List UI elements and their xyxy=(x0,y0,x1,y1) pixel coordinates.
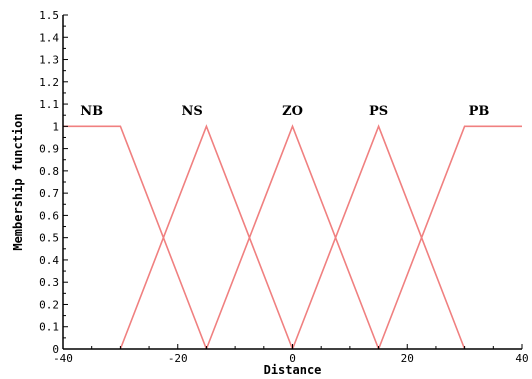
y-tick-label: 1.2 xyxy=(39,76,59,89)
y-tick-label: 0.4 xyxy=(39,254,59,267)
x-tick-label: 0 xyxy=(289,352,296,365)
series-line-ns xyxy=(119,124,294,350)
set-label-zo: ZO xyxy=(282,104,303,119)
x-tick-label: 40 xyxy=(515,352,528,365)
axes xyxy=(62,15,522,350)
ticks: -40 -20 0 20 40 0 0.1 0.2 0.3 0.4 0.5 0.6 0.7 0.8 0.9 1… xyxy=(39,9,529,365)
y-tick-label: 0.6 xyxy=(39,209,59,222)
y-tick-label: 0.5 xyxy=(39,232,59,245)
series-line-pb xyxy=(377,125,522,350)
y-tick-label: 0.7 xyxy=(39,187,59,200)
y-tick-label: 0 xyxy=(52,343,59,356)
y-tick-label: 0.8 xyxy=(39,165,59,178)
y-tick-label: 1.5 xyxy=(39,9,59,22)
series-line-nb xyxy=(63,125,208,350)
y-tick-label: 1.4 xyxy=(39,31,59,44)
y-axis-title: Membership function xyxy=(11,113,25,250)
x-tick-label: 20 xyxy=(401,352,414,365)
y-tick-label: 0.2 xyxy=(39,298,59,311)
set-label-ns: NS xyxy=(181,104,202,119)
set-label-pb: PB xyxy=(469,104,490,119)
set-label-ps: PS xyxy=(369,104,388,119)
y-tick-label: 1.3 xyxy=(39,54,59,67)
set-label-nb: NB xyxy=(80,104,103,119)
x-axis-title: Distance xyxy=(264,363,322,377)
series-line-ps xyxy=(291,124,466,350)
y-tick-label: 1 xyxy=(52,120,59,133)
plot-lines xyxy=(63,124,522,350)
set-labels: NB NS ZO PS PB xyxy=(80,104,489,119)
series-line-zo xyxy=(205,124,380,350)
y-tick-label: 0.3 xyxy=(39,276,59,289)
x-tick-label: -20 xyxy=(168,352,188,365)
y-tick-label: 0.9 xyxy=(39,143,59,156)
x-tick-label: -40 xyxy=(53,352,73,365)
y-tick-label: 0.1 xyxy=(39,321,59,334)
y-tick-label: 1.1 xyxy=(39,98,59,111)
